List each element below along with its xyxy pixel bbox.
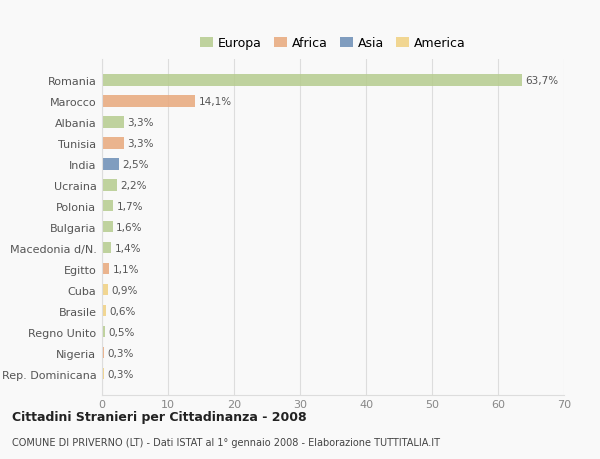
Bar: [102, 221, 113, 233]
Text: 3,3%: 3,3%: [127, 139, 154, 148]
Bar: [102, 284, 108, 296]
Text: 2,5%: 2,5%: [122, 159, 148, 169]
Bar: [102, 242, 111, 254]
Text: 1,6%: 1,6%: [116, 222, 142, 232]
Legend: Europa, Africa, Asia, America: Europa, Africa, Asia, America: [196, 33, 470, 56]
Bar: [102, 138, 124, 149]
Bar: [102, 201, 113, 212]
Bar: [102, 96, 195, 107]
Text: COMUNE DI PRIVERNO (LT) - Dati ISTAT al 1° gennaio 2008 - Elaborazione TUTTITALI: COMUNE DI PRIVERNO (LT) - Dati ISTAT al …: [12, 437, 440, 447]
Text: 1,4%: 1,4%: [115, 243, 141, 253]
Bar: [102, 347, 104, 358]
Bar: [102, 117, 124, 128]
Text: 3,3%: 3,3%: [127, 118, 154, 128]
Text: 63,7%: 63,7%: [526, 76, 559, 86]
Bar: [102, 305, 106, 317]
Text: 0,5%: 0,5%: [109, 327, 135, 337]
Bar: [102, 368, 104, 380]
Text: 2,2%: 2,2%: [120, 180, 146, 190]
Bar: [102, 263, 109, 275]
Bar: [102, 159, 119, 170]
Text: 14,1%: 14,1%: [199, 96, 232, 106]
Bar: [102, 179, 116, 191]
Text: Cittadini Stranieri per Cittadinanza - 2008: Cittadini Stranieri per Cittadinanza - 2…: [12, 410, 307, 423]
Text: 0,3%: 0,3%: [107, 348, 134, 358]
Text: 1,1%: 1,1%: [113, 264, 139, 274]
Text: 0,6%: 0,6%: [109, 306, 136, 316]
Text: 0,9%: 0,9%: [111, 285, 137, 295]
Text: 0,3%: 0,3%: [107, 369, 134, 379]
Bar: [102, 75, 523, 86]
Bar: [102, 326, 106, 338]
Text: 1,7%: 1,7%: [116, 202, 143, 211]
